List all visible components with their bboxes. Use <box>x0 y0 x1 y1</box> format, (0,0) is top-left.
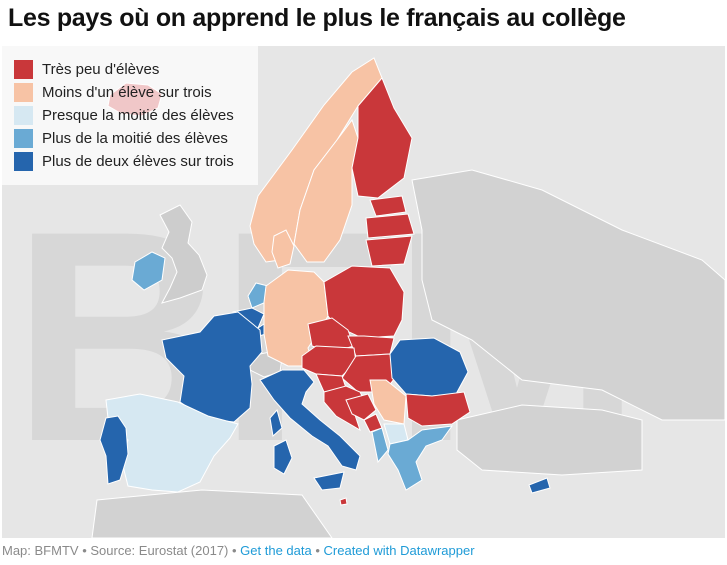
map-area: BFM <box>2 46 725 538</box>
legend-item: Plus de deux élèves sur trois <box>2 150 258 173</box>
country-ireland[interactable] <box>131 251 166 291</box>
legend: Très peu d'élèves Moins d'un élève sur t… <box>2 46 258 185</box>
legend-item: Très peu d'élèves <box>2 58 258 81</box>
region-turkey <box>456 404 643 476</box>
country-united-kingdom[interactable] <box>159 204 208 304</box>
legend-label: Presque la moitié des élèves <box>42 107 234 124</box>
country-finland[interactable] <box>351 77 413 199</box>
region-russia-belarus-ukraine <box>411 169 725 421</box>
europe-map: BFM <box>12 57 725 538</box>
country-sardinia[interactable] <box>273 439 293 475</box>
legend-item: Presque la moitié des élèves <box>2 104 258 127</box>
legend-label: Moins d'un élève sur trois <box>42 84 212 101</box>
footer-separator: • <box>311 543 324 558</box>
footer: Map: BFMTV • Source: Eurostat (2017) • G… <box>2 543 475 558</box>
country-bulgaria[interactable] <box>405 391 471 427</box>
country-malta[interactable] <box>339 497 348 506</box>
country-latvia[interactable] <box>365 213 415 239</box>
country-corsica[interactable] <box>269 408 283 437</box>
country-bosnia[interactable] <box>345 393 377 421</box>
country-italy[interactable] <box>259 369 361 471</box>
legend-swatch <box>14 106 33 125</box>
legend-label: Très peu d'élèves <box>42 61 160 78</box>
legend-label: Plus de la moitié des élèves <box>42 130 228 147</box>
legend-item: Moins d'un élève sur trois <box>2 81 258 104</box>
footer-separator: • <box>78 543 91 558</box>
country-france[interactable] <box>161 311 263 423</box>
get-data-link[interactable]: Get the data <box>240 543 312 558</box>
country-lithuania[interactable] <box>365 235 413 267</box>
legend-label: Plus de deux élèves sur trois <box>42 153 234 170</box>
footer-source: Source: Eurostat (2017) <box>90 543 229 558</box>
legend-swatch <box>14 60 33 79</box>
country-denmark[interactable] <box>271 229 295 269</box>
country-portugal[interactable] <box>99 415 129 485</box>
footer-credit: Map: BFMTV <box>2 543 79 558</box>
country-estonia[interactable] <box>369 195 407 217</box>
legend-item: Plus de la moitié des élèves <box>2 127 258 150</box>
country-norway[interactable] <box>249 57 383 263</box>
footer-separator: • <box>228 543 241 558</box>
country-sicily[interactable] <box>313 471 345 491</box>
country-albania[interactable] <box>371 427 389 464</box>
country-greece[interactable] <box>387 425 454 491</box>
legend-swatch <box>14 83 33 102</box>
legend-swatch <box>14 152 33 171</box>
legend-swatch <box>14 129 33 148</box>
map-title: Les pays où on apprend le plus le frança… <box>8 4 626 32</box>
country-cyprus[interactable] <box>528 477 551 494</box>
datawrapper-link[interactable]: Created with Datawrapper <box>323 543 475 558</box>
region-north-africa <box>91 489 333 538</box>
